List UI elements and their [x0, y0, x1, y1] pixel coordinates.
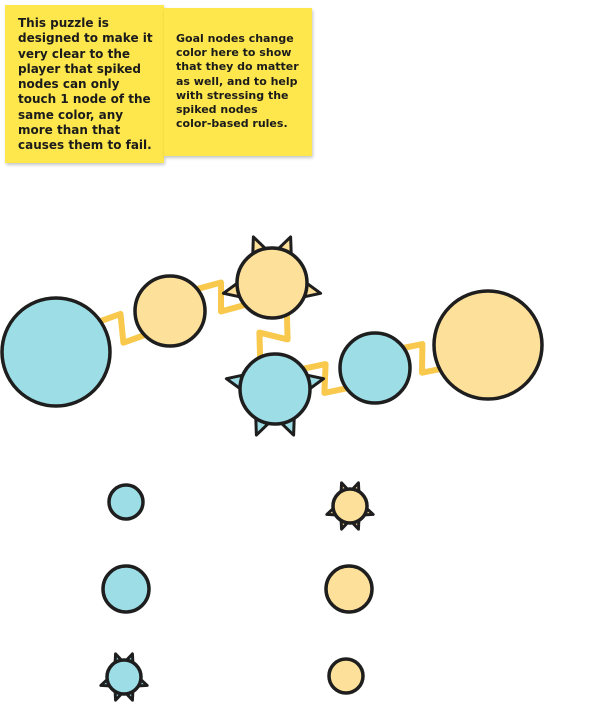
big-blue-node — [0, 296, 112, 408]
bottom-spiked-blue-node — [224, 352, 326, 437]
legend-orange-small-node — [327, 657, 365, 695]
mid-blue-node — [338, 331, 412, 405]
legend-blue-medium-node — [101, 564, 151, 614]
legend-blue-spiked-node — [99, 652, 149, 702]
small-orange-circle — [133, 274, 207, 348]
big-orange-circle — [432, 289, 544, 401]
mid-blue-circle — [338, 331, 412, 405]
legend-orange-medium-node — [324, 564, 374, 614]
legend-orange-spiked-node — [325, 481, 375, 531]
legend-orange-spiked-circle — [331, 487, 369, 525]
legend-orange-small-circle — [327, 657, 365, 695]
legend-layer — [99, 481, 375, 702]
nodes-layer — [0, 235, 544, 437]
small-orange-node — [133, 274, 207, 348]
top-spiked-orange-node — [221, 235, 323, 320]
sticky-note-left: This puzzle is designed to make it very … — [5, 5, 164, 163]
big-orange-node — [432, 289, 544, 401]
bottom-spiked-blue-circle — [238, 352, 312, 426]
legend-blue-small-circle — [107, 483, 145, 521]
legend-orange-medium-circle — [324, 564, 374, 614]
sticky-note-right: Goal nodes change color here to show tha… — [164, 8, 312, 156]
legend-blue-medium-circle — [101, 564, 151, 614]
big-blue-circle — [0, 296, 112, 408]
top-spiked-orange-circle — [235, 246, 309, 320]
legend-blue-small-node — [107, 483, 145, 521]
legend-blue-spiked-circle — [105, 658, 143, 696]
